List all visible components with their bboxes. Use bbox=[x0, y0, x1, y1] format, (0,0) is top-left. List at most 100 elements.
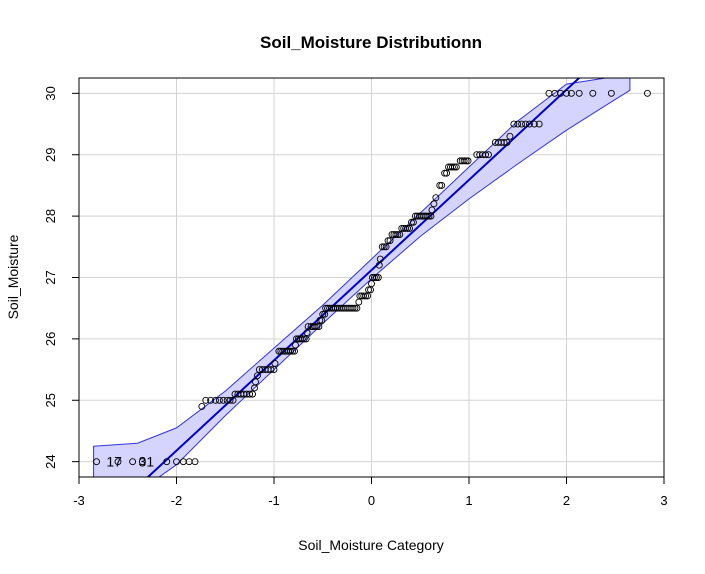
data-point bbox=[319, 310, 327, 318]
x-tick-label: -3 bbox=[73, 493, 85, 508]
x-tick-label: 1 bbox=[465, 493, 472, 508]
data-point bbox=[267, 366, 275, 374]
data-point bbox=[425, 212, 433, 220]
data-point bbox=[313, 323, 321, 331]
data-point bbox=[607, 89, 615, 97]
x-tick-label: 2 bbox=[563, 493, 570, 508]
data-point bbox=[349, 304, 357, 312]
data-point bbox=[229, 396, 237, 404]
data-point bbox=[207, 396, 215, 404]
data-point bbox=[298, 335, 306, 343]
data-point bbox=[396, 231, 404, 238]
data-point bbox=[514, 120, 522, 128]
confidence-band-area bbox=[93, 78, 631, 477]
data-point bbox=[575, 89, 583, 97]
data-point bbox=[452, 163, 460, 171]
data-point bbox=[316, 317, 324, 324]
data-point bbox=[300, 335, 308, 343]
data-point bbox=[462, 157, 470, 165]
data-point bbox=[503, 139, 511, 146]
y-axis-label: Soil_Moisture bbox=[5, 234, 21, 319]
data-point bbox=[287, 347, 295, 355]
data-point bbox=[530, 120, 538, 128]
data-point bbox=[500, 139, 508, 146]
data-point bbox=[365, 286, 373, 294]
y-axis: 24 25 26 27 28 29 30 bbox=[43, 86, 80, 469]
data-point bbox=[436, 181, 444, 189]
data-point bbox=[376, 255, 384, 263]
data-point bbox=[589, 89, 597, 97]
data-point bbox=[378, 243, 386, 251]
data-point bbox=[450, 163, 458, 171]
data-point bbox=[202, 396, 210, 404]
reference-line-group bbox=[146, 78, 581, 477]
data-point bbox=[448, 163, 456, 171]
data-point bbox=[402, 224, 410, 232]
y-tick-label: 27 bbox=[43, 270, 58, 284]
x-tick-label: -1 bbox=[268, 493, 280, 508]
data-point bbox=[510, 120, 518, 128]
data-point bbox=[408, 218, 415, 226]
x-tick-label: 3 bbox=[660, 493, 667, 508]
data-point bbox=[428, 206, 436, 214]
data-point bbox=[382, 243, 390, 251]
x-axis: -3 -2 -1 0 1 2 3 bbox=[73, 476, 668, 508]
data-point bbox=[384, 237, 392, 245]
data-point bbox=[215, 396, 223, 404]
data-point bbox=[464, 157, 472, 165]
y-tick-label: 29 bbox=[43, 147, 58, 161]
data-point bbox=[372, 274, 380, 281]
data-point bbox=[423, 212, 431, 220]
data-point bbox=[370, 274, 378, 281]
data-point bbox=[392, 231, 400, 238]
y-tick-label: 24 bbox=[43, 454, 58, 468]
data-point bbox=[198, 402, 206, 410]
y-tick-label: 30 bbox=[43, 86, 58, 100]
data-point bbox=[482, 151, 490, 159]
confidence-band bbox=[93, 78, 631, 477]
y-tick-label: 26 bbox=[43, 332, 58, 346]
data-point bbox=[304, 323, 312, 331]
data-point bbox=[567, 89, 575, 97]
data-point bbox=[360, 292, 368, 300]
data-point bbox=[246, 390, 254, 398]
y-tick-label: 25 bbox=[43, 393, 58, 407]
data-point bbox=[271, 359, 279, 367]
data-point bbox=[522, 120, 529, 128]
data-point bbox=[406, 224, 413, 232]
data-point bbox=[441, 169, 449, 177]
data-point bbox=[191, 458, 199, 466]
data-points bbox=[93, 89, 651, 466]
point-label: 17 bbox=[106, 454, 122, 470]
data-point bbox=[518, 120, 526, 128]
data-point bbox=[163, 458, 171, 466]
data-point bbox=[173, 458, 180, 466]
data-point bbox=[311, 323, 319, 331]
data-point bbox=[253, 372, 261, 380]
x-tick-label: 0 bbox=[368, 493, 375, 508]
data-point bbox=[129, 458, 137, 466]
data-point bbox=[386, 237, 394, 245]
x-axis-label: Soil_Moisture Category bbox=[298, 537, 444, 553]
data-point bbox=[526, 120, 533, 128]
data-point bbox=[443, 169, 451, 177]
data-point bbox=[114, 458, 122, 466]
data-point bbox=[535, 120, 543, 128]
data-point bbox=[362, 292, 370, 300]
point-labels: 17 31 bbox=[106, 454, 154, 470]
x-tick-label: -2 bbox=[171, 493, 183, 508]
chart-title: Soil_Moisture Distributionn bbox=[260, 33, 482, 52]
data-point bbox=[219, 396, 227, 404]
data-point bbox=[374, 274, 382, 281]
data-point bbox=[485, 151, 492, 159]
data-point bbox=[353, 304, 361, 312]
data-point bbox=[506, 132, 514, 140]
data-point bbox=[351, 304, 359, 312]
data-point bbox=[438, 181, 446, 189]
data-point bbox=[563, 89, 570, 97]
point-label: 31 bbox=[139, 454, 155, 470]
data-point bbox=[249, 390, 257, 398]
data-point bbox=[409, 218, 417, 226]
data-point bbox=[138, 458, 146, 466]
data-point bbox=[93, 458, 101, 466]
